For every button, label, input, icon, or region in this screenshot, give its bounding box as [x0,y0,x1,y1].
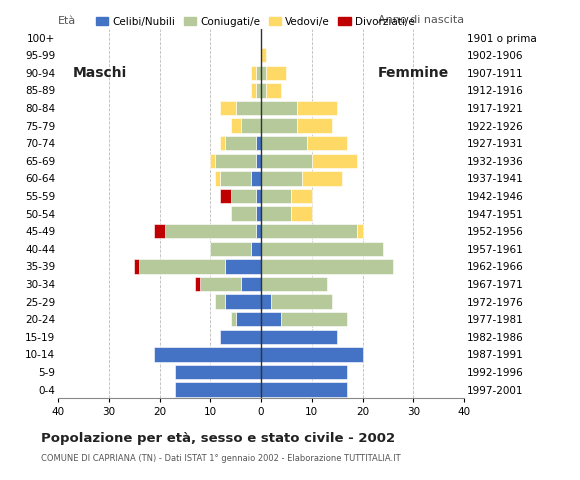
Bar [235,312,261,326]
Bar [291,206,312,221]
Bar [241,119,261,133]
Bar [251,83,256,97]
Bar [220,136,226,150]
Bar [266,66,287,80]
Bar [261,383,347,397]
Bar [220,189,231,203]
Bar [139,259,226,274]
Text: Popolazione per età, sesso e stato civile - 2002: Popolazione per età, sesso e stato civil… [41,432,395,445]
Text: Femmine: Femmine [378,66,449,80]
Bar [261,171,302,186]
Bar [261,330,337,344]
Bar [256,206,261,221]
Bar [261,101,296,115]
Bar [261,241,383,256]
Bar [251,66,256,80]
Bar [251,171,261,186]
Bar [261,347,362,361]
Bar [302,171,342,186]
Bar [154,224,165,239]
Bar [307,136,347,150]
Bar [256,136,261,150]
Bar [231,189,256,203]
Bar [261,224,357,239]
Bar [210,154,215,168]
Bar [175,383,261,397]
Bar [241,277,261,291]
Bar [175,365,261,379]
Bar [231,206,256,221]
Bar [261,259,393,274]
Text: Maschi: Maschi [73,66,128,80]
Bar [251,241,261,256]
Legend: Celibi/Nubili, Coniugati/e, Vedovi/e, Divorziati/e: Celibi/Nubili, Coniugati/e, Vedovi/e, Di… [92,12,419,31]
Bar [266,83,281,97]
Bar [261,189,291,203]
Bar [261,154,312,168]
Bar [281,312,347,326]
Bar [165,224,256,239]
Bar [210,241,251,256]
Bar [256,83,261,97]
Bar [261,119,296,133]
Bar [134,259,139,274]
Bar [261,206,291,221]
Bar [261,66,266,80]
Bar [215,294,226,309]
Bar [291,189,312,203]
Bar [220,101,235,115]
Bar [256,154,261,168]
Bar [312,154,357,168]
Bar [271,294,332,309]
Bar [215,171,220,186]
Bar [220,171,251,186]
Bar [231,312,235,326]
Bar [235,101,261,115]
Text: COMUNE DI CAPRIANA (TN) - Dati ISTAT 1° gennaio 2002 - Elaborazione TUTTITALIA.I: COMUNE DI CAPRIANA (TN) - Dati ISTAT 1° … [41,454,400,463]
Bar [154,347,261,361]
Bar [220,330,261,344]
Bar [226,136,256,150]
Bar [261,312,281,326]
Bar [357,224,362,239]
Bar [200,277,241,291]
Bar [261,136,307,150]
Bar [296,119,332,133]
Bar [261,277,327,291]
Bar [296,101,337,115]
Bar [215,154,256,168]
Bar [256,224,261,239]
Bar [261,83,266,97]
Bar [226,259,261,274]
Bar [261,48,266,62]
Bar [226,294,261,309]
Bar [256,66,261,80]
Bar [261,294,271,309]
Bar [256,189,261,203]
Text: Età: Età [58,16,76,26]
Bar [230,119,241,133]
Text: Anno di nascita: Anno di nascita [378,15,464,25]
Bar [261,365,347,379]
Bar [195,277,200,291]
